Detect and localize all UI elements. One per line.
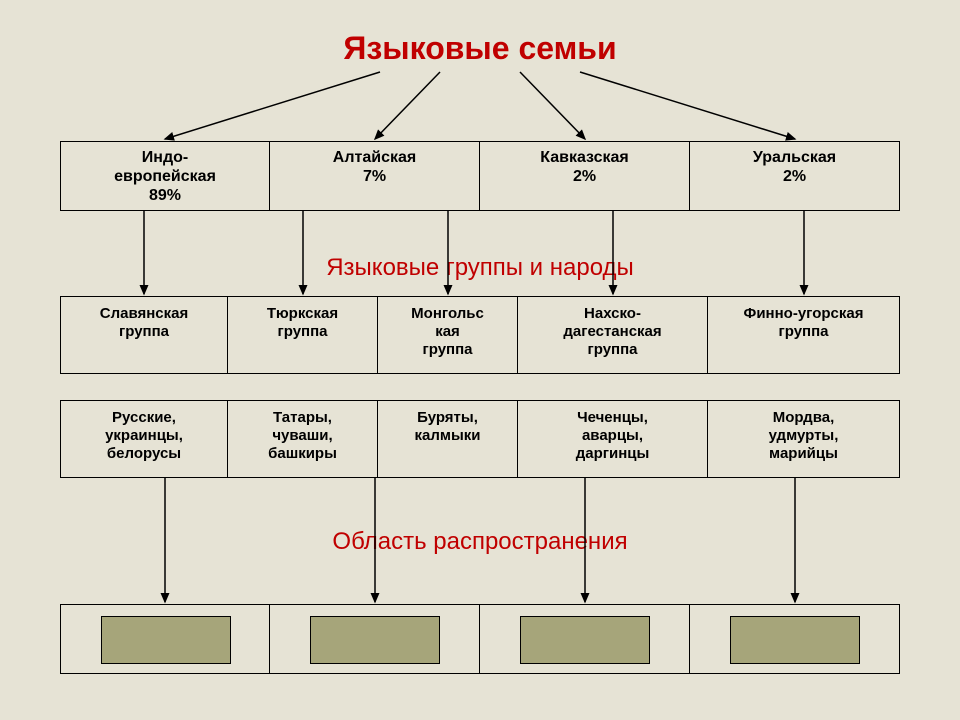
subtitle-area: Область распространения xyxy=(0,528,960,556)
family-cell-3: Уральская2% xyxy=(690,141,900,211)
area-inner-box xyxy=(310,616,440,664)
group-cell-text: группа xyxy=(277,323,327,341)
family-cell-text: 89% xyxy=(149,186,181,205)
group-cell-text: группа xyxy=(422,341,472,359)
people-cell-text: белорусы xyxy=(107,445,181,463)
people-cell-text: Буряты, xyxy=(417,409,478,427)
people-cell-text: Чеченцы, xyxy=(577,409,648,427)
people-cell-text: марийцы xyxy=(769,445,838,463)
area-inner-box xyxy=(730,616,860,664)
area-cell-1 xyxy=(270,604,480,674)
people-cell-text: калмыки xyxy=(414,427,480,445)
group-cell-4: Финно-угорскаягруппа xyxy=(708,296,900,374)
families-row: Индо-европейская89%Алтайская7%Кавказская… xyxy=(60,141,900,211)
area-cell-0 xyxy=(60,604,270,674)
people-cell-0: Русские,украинцы,белорусы xyxy=(60,400,228,478)
area-inner-box xyxy=(520,616,650,664)
peoples-row: Русские,украинцы,белорусыТатары,чуваши,б… xyxy=(60,400,900,478)
people-cell-2: Буряты,калмыки xyxy=(378,400,518,478)
subtitle-groups: Языковые группы и народы xyxy=(0,254,960,282)
family-cell-0: Индо-европейская89% xyxy=(60,141,270,211)
people-cell-text: Мордва, xyxy=(773,409,835,427)
family-cell-text: Индо- xyxy=(142,148,188,167)
family-cell-text: Уральская xyxy=(753,148,836,167)
area-inner-box xyxy=(101,616,231,664)
subtitle-groups-text: Языковые группы и народы xyxy=(326,254,634,281)
bottom-row xyxy=(60,604,900,674)
group-cell-3: Нахско-дагестанскаягруппа xyxy=(518,296,708,374)
group-cell-text: Финно-угорская xyxy=(744,305,864,323)
group-cell-text: Нахско- xyxy=(584,305,641,323)
area-cell-2 xyxy=(480,604,690,674)
diagram-canvas: Языковые семьи Языковые группы и народы … xyxy=(0,0,960,720)
group-cell-text: Славянская xyxy=(100,305,188,323)
group-cell-text: Монгольс xyxy=(411,305,484,323)
family-cell-text: 7% xyxy=(363,167,386,186)
family-cell-2: Кавказская2% xyxy=(480,141,690,211)
people-cell-text: Русские, xyxy=(112,409,176,427)
subtitle-area-text: Область распространения xyxy=(332,528,627,555)
group-cell-2: Монгольскаягруппа xyxy=(378,296,518,374)
people-cell-text: украинцы, xyxy=(105,427,183,445)
main-title-text: Языковые семьи xyxy=(343,30,616,66)
group-cell-0: Славянскаягруппа xyxy=(60,296,228,374)
groups-row: СлавянскаягруппаТюркскаягруппаМонгольска… xyxy=(60,296,900,374)
group-cell-1: Тюркскаягруппа xyxy=(228,296,378,374)
family-cell-text: 2% xyxy=(573,167,596,186)
people-cell-3: Чеченцы,аварцы,даргинцы xyxy=(518,400,708,478)
people-cell-text: удмурты, xyxy=(769,427,839,445)
family-cell-1: Алтайская7% xyxy=(270,141,480,211)
people-cell-text: аварцы, xyxy=(582,427,643,445)
people-cell-text: чуваши, xyxy=(272,427,332,445)
group-cell-text: группа xyxy=(587,341,637,359)
people-cell-text: башкиры xyxy=(268,445,337,463)
people-cell-text: даргинцы xyxy=(576,445,650,463)
people-cell-4: Мордва,удмурты,марийцы xyxy=(708,400,900,478)
group-cell-text: группа xyxy=(778,323,828,341)
family-cell-text: 2% xyxy=(783,167,806,186)
main-title: Языковые семьи xyxy=(0,30,960,67)
family-cell-text: Алтайская xyxy=(333,148,416,167)
group-cell-text: Тюркская xyxy=(267,305,338,323)
people-cell-1: Татары,чуваши,башкиры xyxy=(228,400,378,478)
area-cell-3 xyxy=(690,604,900,674)
people-cell-text: Татары, xyxy=(273,409,332,427)
family-cell-text: европейская xyxy=(114,167,216,186)
group-cell-text: дагестанская xyxy=(563,323,661,341)
family-cell-text: Кавказская xyxy=(540,148,629,167)
group-cell-text: кая xyxy=(435,323,460,341)
group-cell-text: группа xyxy=(119,323,169,341)
